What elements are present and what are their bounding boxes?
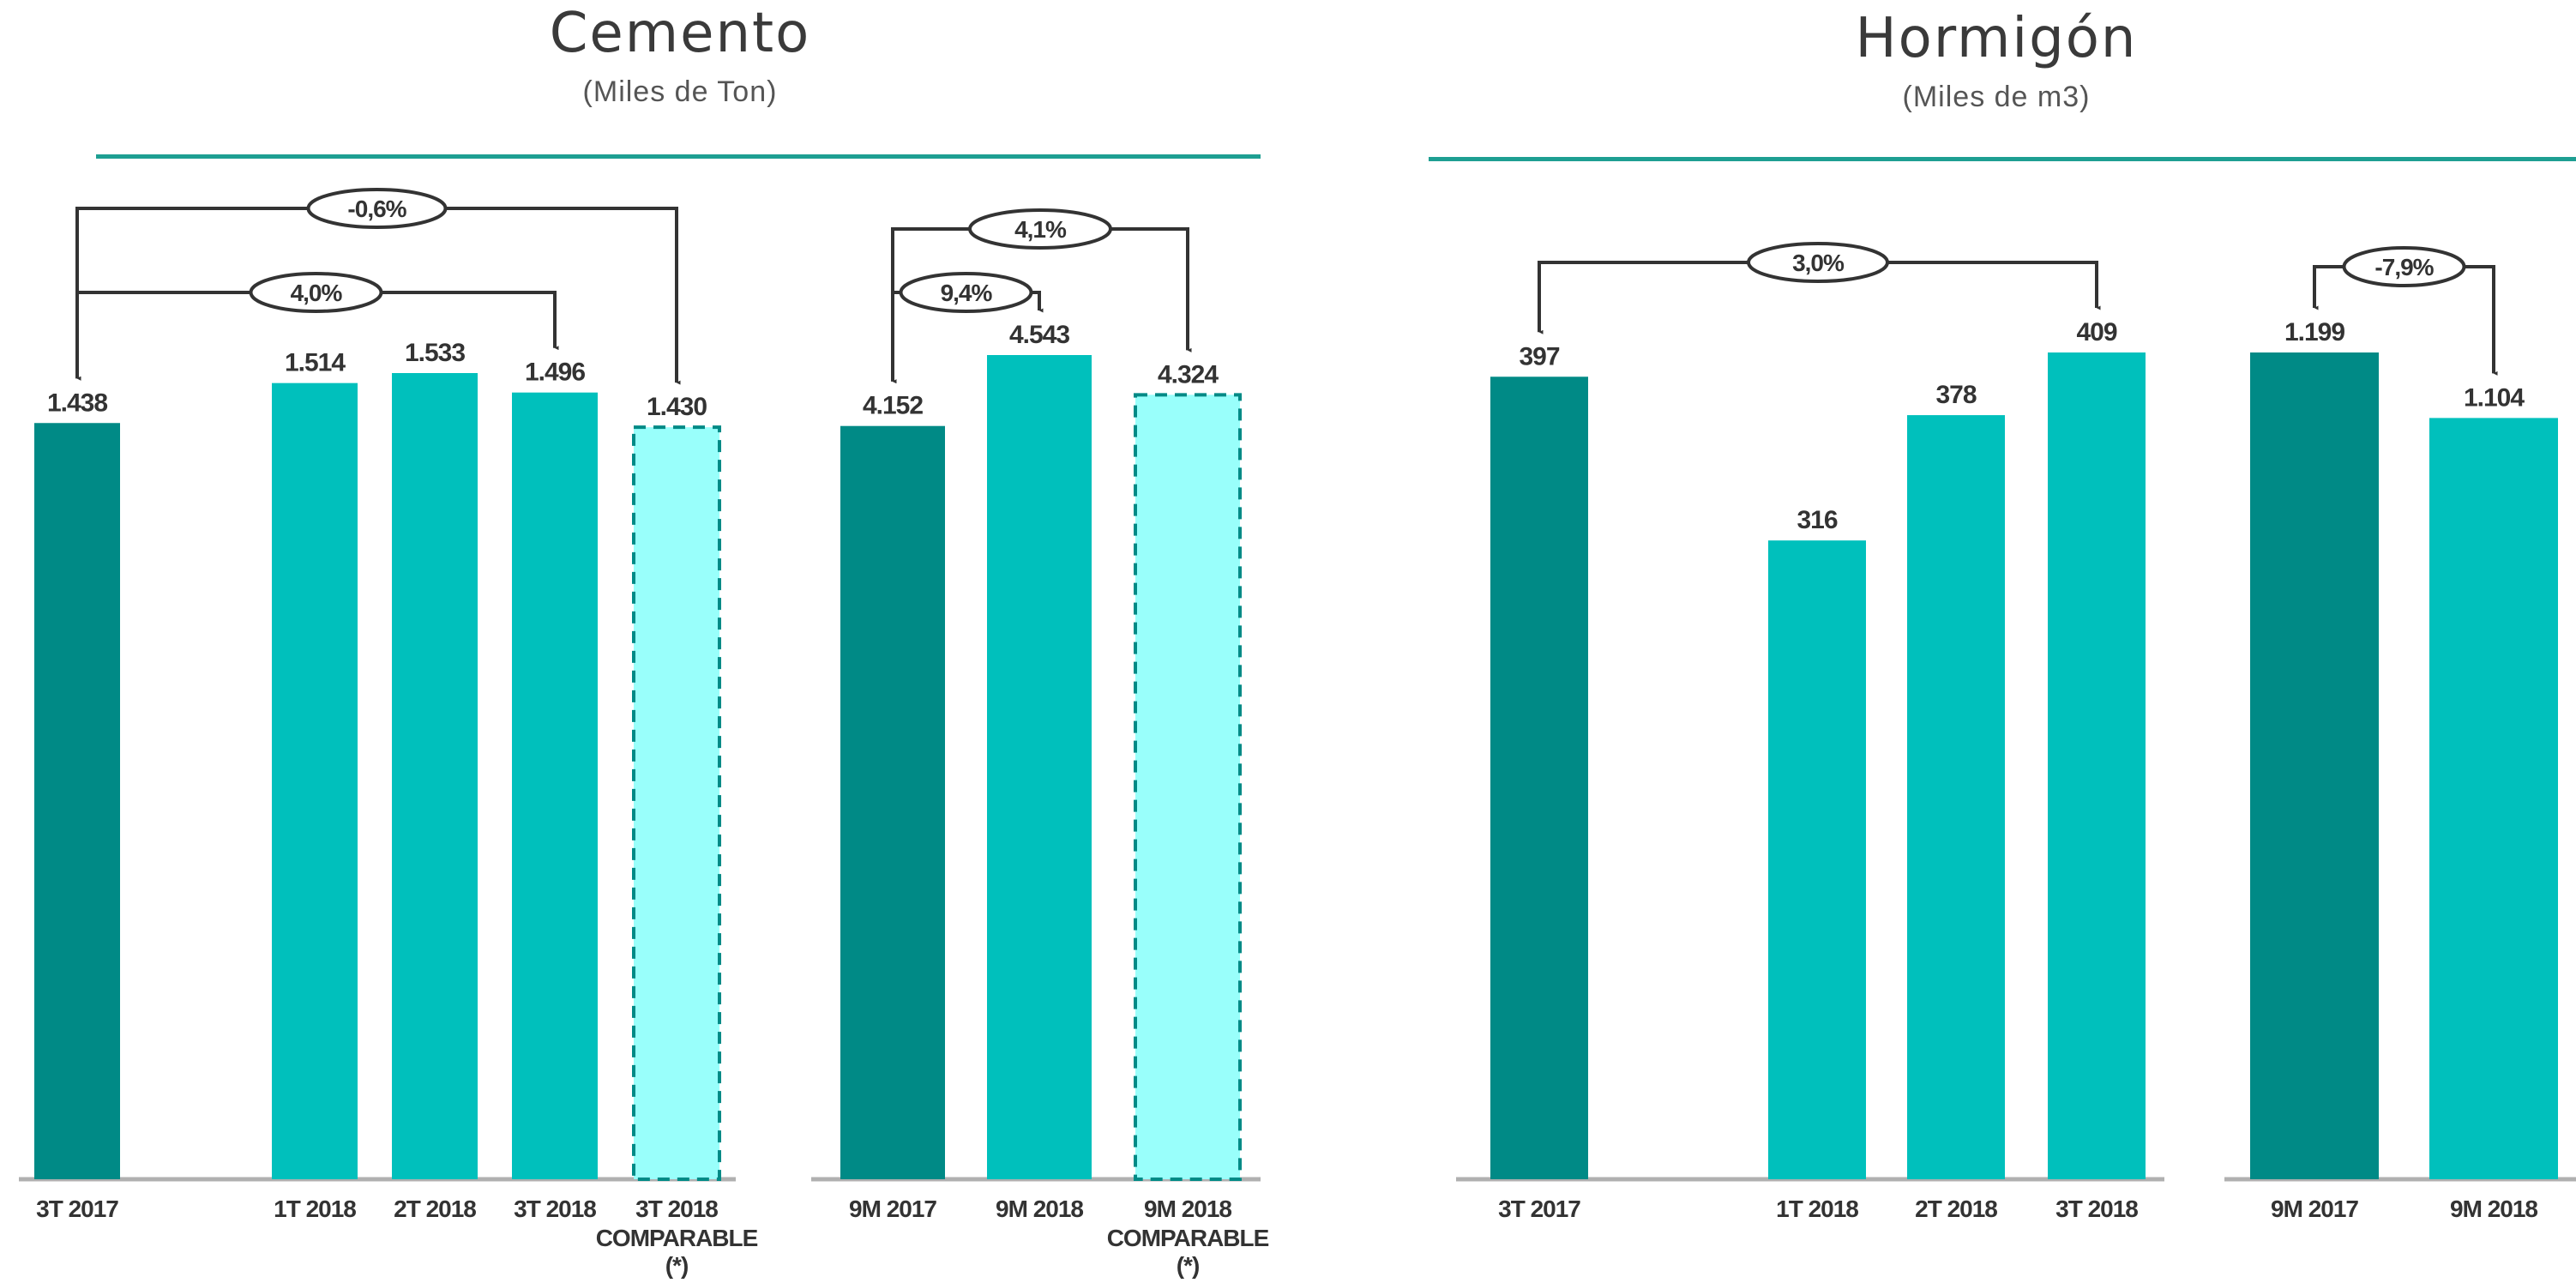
growth-percent: 4,0% [291, 280, 343, 306]
cemento-subtitle: (Miles de Ton) [582, 75, 778, 108]
category-label: 3T 2018 [635, 1196, 718, 1222]
category-label-line3: (*) [1177, 1252, 1200, 1279]
bar [840, 425, 945, 1180]
data-label: 1.496 [525, 358, 585, 387]
growth-badge [2342, 246, 2466, 287]
category-label: 2T 2018 [1915, 1196, 1997, 1222]
growth-percent: 9,4% [941, 280, 993, 306]
category-label-line2: COMPARABLE [1107, 1225, 1269, 1251]
bar [2250, 352, 2379, 1179]
data-label: 4.324 [1158, 360, 1219, 389]
growth-percent: 3,0% [1792, 250, 1845, 276]
growth-badge [1747, 242, 1889, 283]
bar [1907, 415, 2005, 1179]
data-label: 397 [1519, 342, 1559, 370]
category-label: 3T 2017 [36, 1196, 118, 1222]
data-label: 409 [2076, 318, 2116, 346]
category-label: 3T 2018 [2055, 1196, 2138, 1222]
category-label: 3T 2017 [1498, 1196, 1580, 1222]
growth-badge [249, 272, 383, 313]
bar [2048, 352, 2146, 1179]
data-label: 4.152 [863, 392, 923, 420]
category-label: 9M 2018 [2450, 1196, 2537, 1222]
growth-badge [306, 188, 448, 229]
bar [1490, 376, 1588, 1179]
category-label: 3T 2018 [514, 1196, 596, 1222]
bar [272, 382, 358, 1179]
data-label: 4.543 [1009, 321, 1069, 349]
category-label: 2T 2018 [394, 1196, 476, 1222]
bar [987, 355, 1092, 1179]
cemento-title: Cemento [549, 2, 811, 65]
bar [1134, 393, 1242, 1181]
hormigon-title: Hormigón [1855, 7, 2138, 70]
data-label: 1.430 [647, 393, 707, 421]
category-label-line2: COMPARABLE [596, 1225, 758, 1251]
data-label: 1.533 [405, 339, 465, 367]
category-label: 1T 2018 [1776, 1196, 1858, 1222]
category-label: 1T 2018 [274, 1196, 356, 1222]
hormigon-subtitle: (Miles de m3) [1902, 81, 2091, 113]
growth-badge [968, 208, 1112, 250]
growth-percent: -7,9% [2374, 254, 2434, 280]
category-label-line3: (*) [665, 1252, 689, 1279]
data-label: 1.199 [2284, 318, 2344, 346]
hormigon-title-rule [1429, 157, 2576, 161]
data-label: 1.438 [47, 389, 107, 417]
data-label: 1.104 [2464, 383, 2525, 412]
growth-percent: 4,1% [1014, 216, 1067, 243]
bar [632, 425, 721, 1181]
data-label: 378 [1935, 381, 1976, 409]
category-label: 9M 2017 [2271, 1196, 2358, 1222]
growth-badge [899, 272, 1033, 313]
bar [34, 423, 120, 1179]
category-label: 9M 2018 [996, 1196, 1083, 1222]
bar [2429, 418, 2558, 1179]
bar [512, 392, 598, 1180]
bar [392, 373, 478, 1179]
cemento-title-rule [96, 154, 1261, 159]
category-label: 9M 2018 [1144, 1196, 1231, 1222]
growth-percent: -0,6% [347, 196, 406, 222]
data-label: 1.514 [285, 349, 346, 377]
data-label: 316 [1797, 506, 1837, 534]
category-label: 9M 2017 [849, 1196, 936, 1222]
bar [1768, 540, 1866, 1179]
